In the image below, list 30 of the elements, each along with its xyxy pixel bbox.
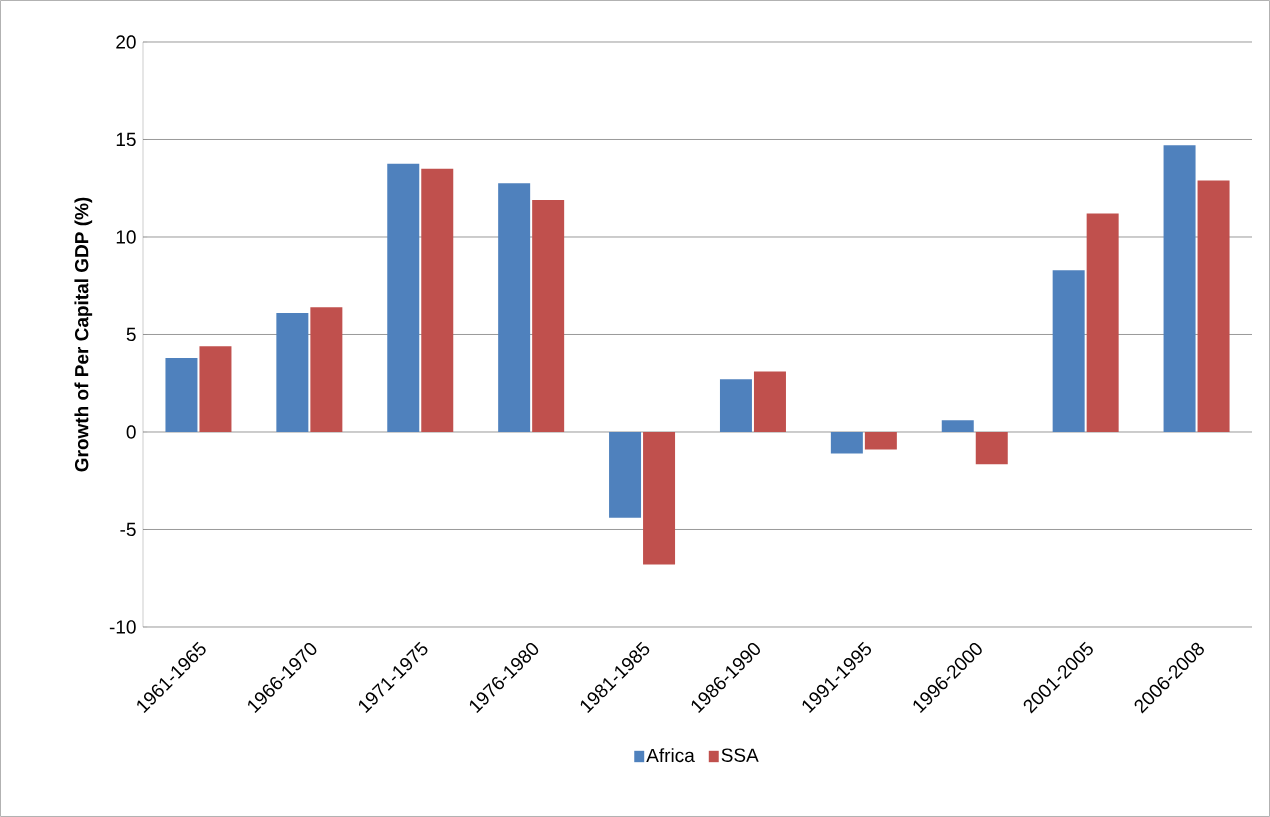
bar [276, 313, 309, 432]
bar [1086, 213, 1119, 432]
bar [1197, 180, 1230, 432]
y-tick-label: 15 [116, 132, 136, 147]
y-tick-label: 5 [126, 327, 136, 342]
y-tick-label: 10 [116, 230, 136, 244]
bar [864, 431, 897, 450]
bar [753, 371, 786, 432]
bar [387, 163, 420, 432]
legend-label: Africa [646, 748, 695, 763]
legend-label: SSA [721, 748, 759, 762]
bar [643, 431, 676, 565]
bar [310, 307, 343, 432]
y-tick-label: -10 [109, 620, 136, 634]
bar [421, 168, 454, 432]
y-axis-title: Growth of Per Capital GDP (%) [74, 197, 93, 472]
bar [532, 199, 565, 432]
bar [609, 431, 642, 518]
bar [1163, 145, 1196, 432]
bar [719, 379, 752, 432]
y-tick-label: 20 [116, 35, 136, 49]
bar [941, 420, 974, 432]
bar [1052, 270, 1085, 432]
y-tick-label: 0 [126, 425, 136, 439]
bar [830, 431, 863, 454]
bar [199, 346, 232, 432]
bar [165, 357, 198, 432]
y-tick-label: -5 [120, 522, 136, 537]
bar [975, 431, 1008, 465]
bar [498, 183, 531, 432]
